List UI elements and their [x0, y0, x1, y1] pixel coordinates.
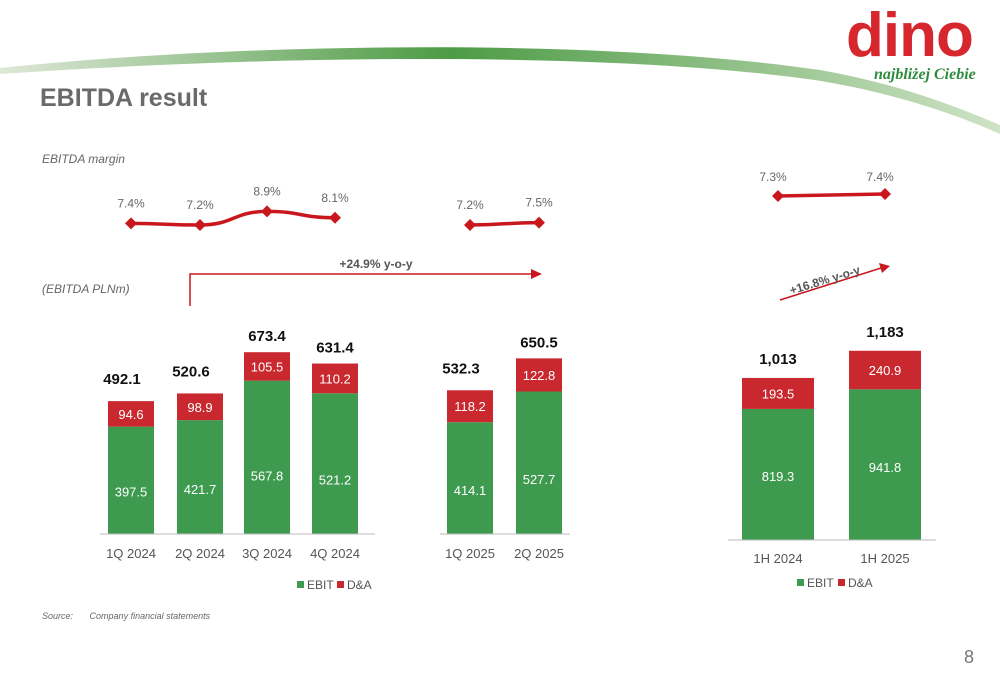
total-label: 1,183 [866, 324, 904, 341]
ebit-bar [516, 391, 562, 534]
x-tick-label: 1Q 2025 [445, 546, 495, 561]
ebit-bar [108, 426, 154, 534]
half-growth-arrow-head [879, 263, 890, 273]
half-growth-annotation: +16.8% y-o-y [788, 263, 862, 298]
half-margin-point [772, 190, 784, 202]
half-growth-arrow-line [779, 267, 882, 301]
ebit-bar [177, 420, 223, 534]
legend-ebit-swatch [297, 581, 304, 588]
legend-da-label: D&A [848, 576, 873, 590]
ebit-bar [312, 393, 358, 534]
margin-point [329, 211, 341, 224]
legend-ebit-swatch [797, 579, 804, 586]
margin-label: 8.1% [321, 191, 349, 205]
half-margin-label: 7.3% [759, 170, 787, 184]
total-label: 492.1 [103, 371, 141, 388]
legend-da-label: D&A [347, 578, 372, 592]
source-note: Source: Company financial statements [42, 611, 224, 621]
source-label: Source: [42, 611, 74, 621]
total-label: 520.6 [172, 363, 210, 380]
total-label: 532.3 [442, 360, 480, 377]
margin-label: 7.4% [117, 196, 145, 210]
ebit-value-label: 567.8 [251, 468, 284, 483]
margin-label: 8.9% [253, 184, 281, 198]
margin-line-2024 [130, 209, 336, 227]
legend-ebit-label: EBIT [807, 576, 834, 590]
growth-arrow-head [531, 269, 542, 279]
logo-tagline: najbliżej Ciebie [874, 66, 976, 83]
ebit-bar [742, 408, 814, 540]
legend-da-swatch [838, 579, 845, 586]
margin-point [464, 219, 476, 231]
ebit-bar [849, 389, 921, 540]
da-value-label: 105.5 [251, 359, 284, 374]
legend-ebit-label: EBIT [307, 578, 334, 592]
growth-annotation: +24.9% y-o-y [339, 257, 412, 271]
legend-da-swatch [337, 581, 344, 588]
logo-wordmark: dino [846, 1, 974, 70]
x-tick-label: 1H 2024 [753, 551, 802, 566]
half-margin-point [879, 188, 891, 200]
da-bar [108, 401, 154, 427]
growth-arrow-line [189, 273, 533, 306]
x-tick-label: 1Q 2024 [106, 546, 156, 561]
x-tick-label: 2Q 2025 [514, 546, 564, 561]
total-label: 673.4 [248, 328, 286, 345]
half-margin-label: 7.4% [866, 170, 894, 184]
margin-label: EBITDA margin [42, 152, 125, 166]
da-value-label: 98.9 [187, 400, 212, 415]
ebit-value-label: 819.3 [762, 469, 795, 484]
da-value-label: 94.6 [118, 407, 143, 422]
da-bar [177, 393, 223, 421]
da-value-label: 122.8 [523, 368, 556, 383]
da-bar [312, 363, 358, 394]
x-tick-label: 1H 2025 [860, 551, 909, 566]
margin-label: 7.2% [456, 198, 484, 212]
page-number: 8 [964, 647, 975, 667]
margin-point [194, 219, 206, 231]
half-margin-line [777, 192, 886, 198]
x-tick-label: 4Q 2024 [310, 546, 360, 561]
da-value-label: 193.5 [762, 386, 795, 401]
ebit-value-label: 421.7 [184, 482, 217, 497]
da-bar [742, 377, 814, 409]
x-tick-label: 3Q 2024 [242, 546, 292, 561]
margin-label: 7.5% [525, 196, 553, 210]
x-tick-label: 2Q 2024 [175, 546, 225, 561]
total-label: 650.5 [520, 334, 558, 351]
da-bar [244, 352, 290, 381]
margin-line-2025 [469, 220, 540, 227]
source-text: Company financial statements [89, 611, 211, 621]
ebit-value-label: 527.7 [523, 472, 556, 487]
margin-point [125, 217, 137, 230]
margin-point [533, 216, 545, 229]
da-value-label: 240.9 [869, 363, 902, 378]
ebit-bar [447, 422, 493, 534]
header-swoosh [0, 47, 1000, 134]
total-label: 1,013 [759, 351, 797, 368]
da-value-label: 118.2 [454, 399, 486, 414]
ebit-value-label: 414.1 [454, 483, 487, 498]
dino-logo: dino najbliżej Ciebie [846, 1, 976, 86]
ebit-value-label: 397.5 [115, 484, 148, 499]
da-bar [447, 390, 493, 423]
da-bar [516, 358, 562, 392]
pln-label: (EBITDA PLNm) [42, 282, 130, 296]
ebit-value-label: 521.2 [319, 473, 352, 488]
ebit-bar [244, 380, 290, 534]
total-label: 631.4 [316, 340, 354, 357]
page-title: EBITDA result [40, 84, 208, 112]
margin-label: 7.2% [186, 198, 214, 212]
ebit-value-label: 941.8 [869, 460, 902, 475]
da-bar [849, 350, 921, 390]
da-value-label: 110.2 [319, 371, 351, 386]
margin-point [261, 205, 273, 218]
